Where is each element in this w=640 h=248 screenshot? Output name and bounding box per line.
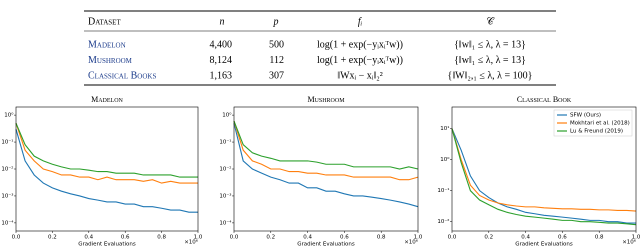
table-header: Dataset bbox=[88, 16, 121, 27]
x-tick-label: 1.0 bbox=[194, 235, 203, 241]
chart: Classical Book 10¹ 10⁰ 10⁻¹ 10⁻² 0.0 0.2 0.4 0.6… bbox=[437, 95, 640, 248]
x-tick-label: 0.0 bbox=[230, 235, 239, 241]
table-cell: 4,400 bbox=[210, 39, 233, 50]
x-scale-label: ×10⁶ bbox=[404, 239, 419, 246]
legend-label: SFW (Ours) bbox=[570, 113, 601, 119]
series-line bbox=[233, 120, 419, 170]
table-cell: {‖w‖₁ ≤ λ, λ = 13} bbox=[454, 39, 526, 50]
dataset-name: Mushroom bbox=[88, 55, 133, 66]
table-header: p bbox=[273, 16, 279, 27]
x-axis-label: Gradient Evaluations bbox=[297, 242, 355, 248]
y-tick-label: 10⁻³ bbox=[219, 192, 231, 199]
table-cell: 112 bbox=[269, 55, 284, 66]
y-tick-label: 10⁻⁴ bbox=[1, 219, 14, 226]
series-line bbox=[15, 123, 198, 178]
x-tick-label: 0.0 bbox=[448, 235, 457, 241]
series-line bbox=[233, 123, 419, 208]
table-cell: log(1 + exp(−yᵢxᵢᵀw)) bbox=[317, 39, 403, 50]
y-tick-label: 10⁻¹ bbox=[219, 139, 231, 146]
table-cell: 500 bbox=[269, 39, 284, 50]
dataset-name: Classical Books bbox=[88, 70, 156, 81]
series-line bbox=[451, 128, 637, 226]
chart-title: Madelon bbox=[91, 95, 123, 104]
table-cell: ‖Wxᵢ − xᵢ‖₂² bbox=[337, 70, 382, 81]
x-axis-label: Gradient Evaluations bbox=[78, 242, 136, 248]
x-tick-label: 0.2 bbox=[484, 235, 493, 241]
table-cell: 307 bbox=[269, 70, 284, 81]
y-tick-label: 10⁰ bbox=[440, 156, 450, 163]
x-tick-label: 0.2 bbox=[266, 235, 275, 241]
y-tick-label: 10⁻³ bbox=[1, 192, 13, 199]
table-header: 𝒞 bbox=[486, 16, 495, 27]
x-tick-label: 0.6 bbox=[558, 235, 567, 241]
plot-frame bbox=[15, 106, 199, 232]
series-line bbox=[15, 123, 198, 184]
legend-label: Mokhtari et al. (2018) bbox=[570, 121, 630, 127]
x-tick-label: 0.4 bbox=[84, 235, 93, 241]
y-tick-label: 10⁻⁴ bbox=[219, 219, 232, 226]
series-line bbox=[233, 120, 419, 181]
x-tick-label: 0.2 bbox=[48, 235, 57, 241]
table: Dataset n p fᵢ 𝒞 Madelon 4,400 500 log(1 + … bbox=[88, 16, 532, 81]
x-tick-label: 1.0 bbox=[414, 235, 423, 241]
x-tick-label: 0.8 bbox=[595, 235, 604, 241]
table-cell: 1,163 bbox=[210, 70, 233, 81]
y-tick-label: 10⁻¹ bbox=[437, 187, 449, 194]
y-tick-label: 10⁻² bbox=[1, 166, 13, 173]
x-tick-label: 1.0 bbox=[632, 235, 640, 241]
table-header: fᵢ bbox=[358, 16, 363, 27]
y-tick-label: 10⁰ bbox=[4, 112, 14, 119]
x-tick-label: 0.4 bbox=[303, 235, 312, 241]
y-tick-label: 10⁰ bbox=[222, 112, 232, 119]
x-tick-label: 0.6 bbox=[340, 235, 349, 241]
y-tick-label: 10¹ bbox=[440, 125, 449, 132]
x-tick-label: 0.8 bbox=[377, 235, 386, 241]
y-tick-label: 10⁻² bbox=[437, 218, 449, 225]
x-tick-label: 0.4 bbox=[521, 235, 530, 241]
x-tick-label: 0.6 bbox=[121, 235, 130, 241]
table-header: n bbox=[220, 16, 225, 27]
legend-label: Lu & Freund (2019) bbox=[570, 129, 623, 135]
table-cell: {‖w‖₁ ≤ λ, λ = 13} bbox=[454, 55, 526, 66]
x-scale-label: ×10⁶ bbox=[622, 239, 637, 246]
chart-title: Classical Book bbox=[517, 95, 572, 104]
x-tick-label: 0.8 bbox=[157, 235, 166, 241]
chart: Madelon 10⁰ 10⁻¹ 10⁻² 10⁻³ 10⁻⁴ 0.0 0.2 0.4 0.6 0.… bbox=[1, 95, 202, 248]
table-cell: log(1 + exp(−yᵢxᵢᵀw)) bbox=[317, 55, 403, 66]
plot-frame bbox=[233, 106, 419, 232]
x-tick-label: 0.0 bbox=[12, 235, 21, 241]
chart-title: Mushroom bbox=[307, 95, 345, 104]
y-tick-label: 10⁻² bbox=[219, 166, 231, 173]
dataset-name: Madelon bbox=[88, 39, 126, 50]
table-cell: 8,124 bbox=[210, 55, 233, 66]
series-line bbox=[15, 129, 198, 213]
y-tick-label: 10⁻¹ bbox=[1, 139, 13, 146]
chart: Mushroom 10⁰ 10⁻¹ 10⁻² 10⁻³ 10⁻⁴ 0.0 0.2 0.4 0.6 0… bbox=[219, 95, 422, 248]
series-line bbox=[451, 128, 636, 224]
table-cell: {‖W‖₂,₁ ≤ λ, λ = 100} bbox=[448, 70, 533, 81]
x-axis-label: Gradient Evaluations bbox=[515, 242, 573, 248]
series-line bbox=[451, 128, 637, 212]
plot-frame bbox=[451, 106, 637, 232]
x-scale-label: ×10⁶ bbox=[184, 239, 199, 246]
